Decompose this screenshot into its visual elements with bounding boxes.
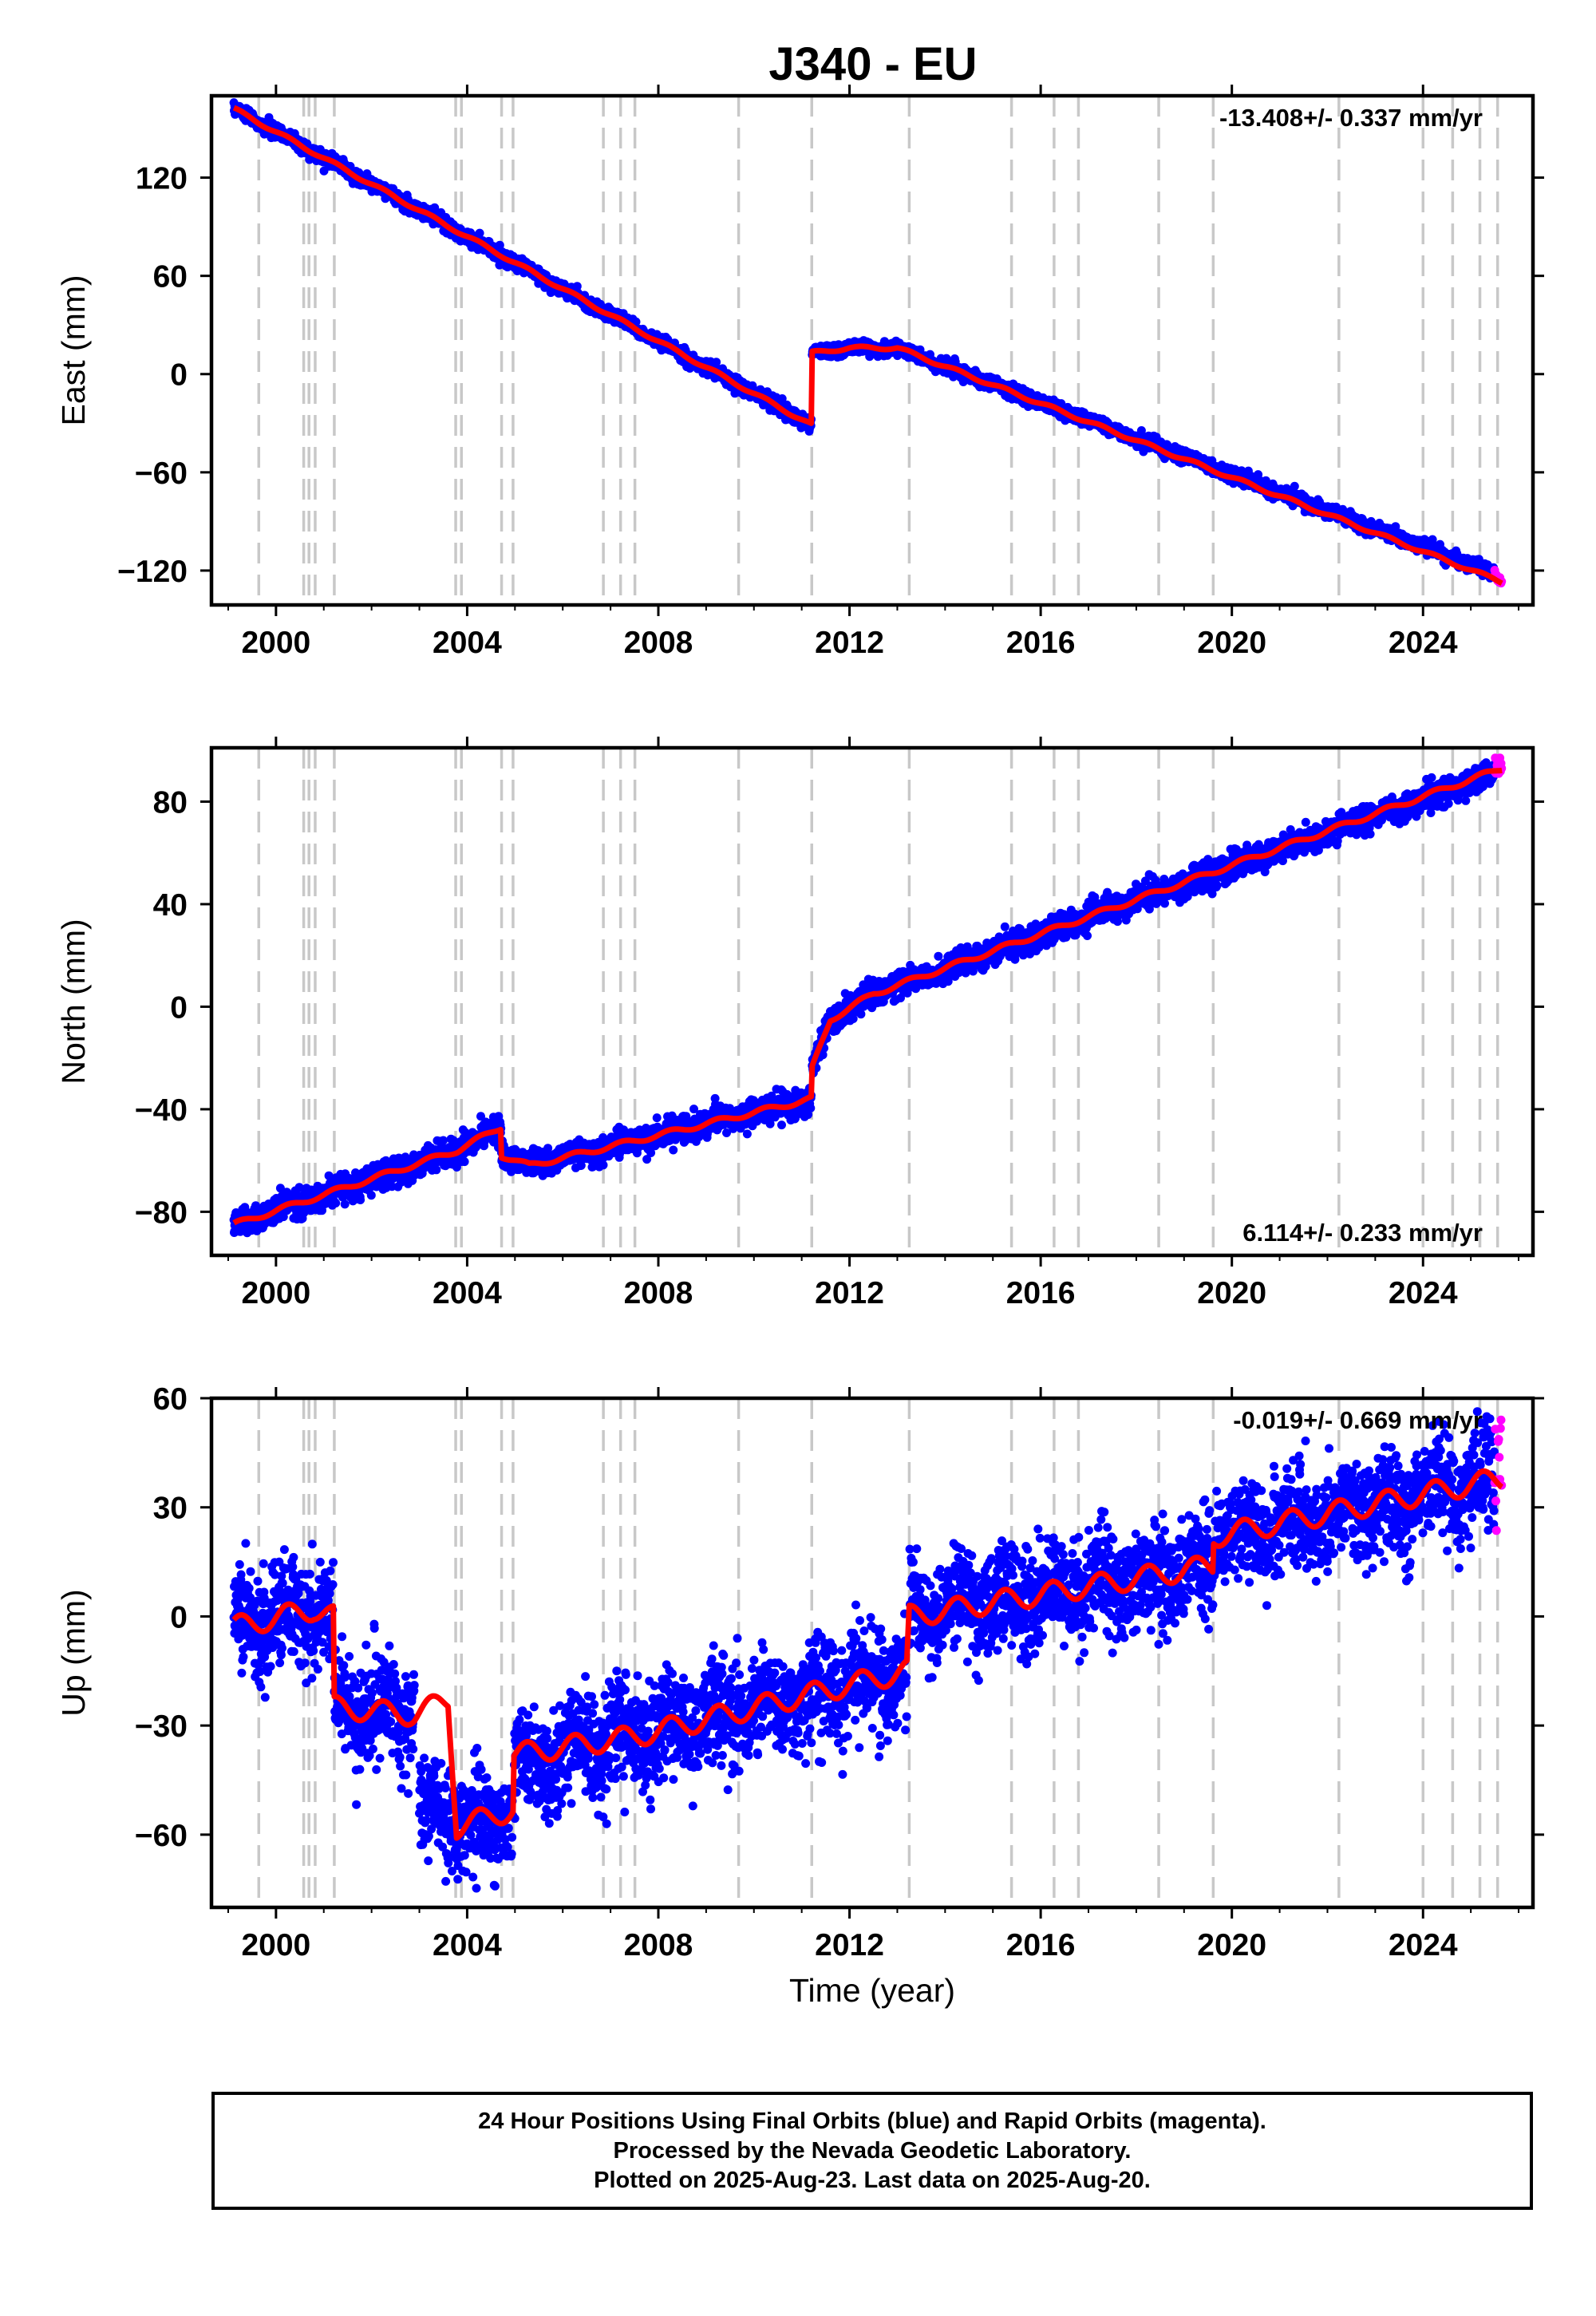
y-tick-label: −120 (117, 555, 188, 589)
x-tick-label: 2008 (624, 626, 693, 660)
x-tick-label: 2004 (433, 626, 502, 660)
y-tick-label: −60 (135, 456, 188, 491)
x-tick-label: 2024 (1389, 626, 1458, 660)
chart-title: J340 - EU (768, 38, 977, 90)
final-orbit-point (1290, 481, 1299, 491)
final-orbit-point (631, 317, 641, 326)
final-orbit-point (495, 240, 504, 250)
y-tick-label: 0 (170, 358, 188, 393)
y-tick-label: 120 (136, 162, 188, 196)
event-lines (257, 96, 1499, 605)
x-tick-label: 2012 (815, 626, 884, 660)
y-axis-title: East (mm) (55, 275, 92, 425)
panel-east: −120 −60 0 60 120 2000 2004 2008 2012 2016 2020 202… (55, 85, 1544, 660)
final-orbit-point (340, 1199, 350, 1209)
x-tick-label: 2020 (1197, 626, 1266, 660)
x-tick-label: 2016 (1006, 626, 1076, 660)
final-orbit-point (356, 1196, 365, 1204)
y-tick-label: 60 (153, 260, 188, 294)
final-orbit-point (475, 228, 484, 238)
rate-label: -13.408+/- 0.337 mm/yr (1219, 104, 1483, 132)
final-orbit-point (331, 1199, 341, 1207)
x-tick-label: 2000 (241, 626, 310, 660)
model-line-east (231, 105, 1504, 587)
